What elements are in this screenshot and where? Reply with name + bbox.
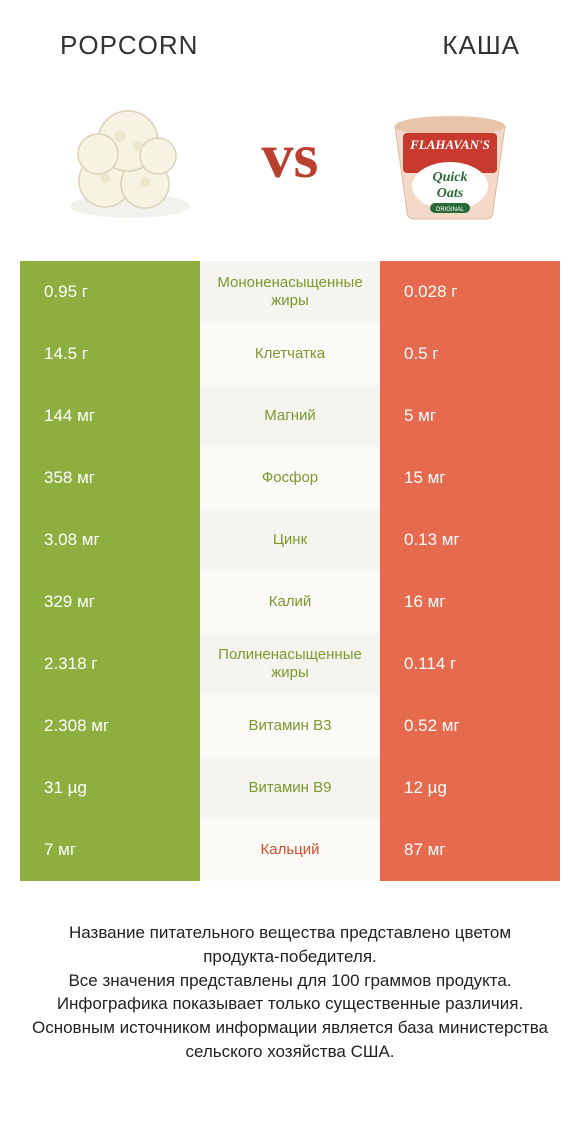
images-row: vs FLAHAVAN'S Quick Oats ORIGINAL: [0, 71, 580, 261]
left-value: 2.318 г: [20, 633, 200, 695]
popcorn-image: [40, 81, 220, 231]
left-value: 31 µg: [20, 757, 200, 819]
nutrient-name: Фосфор: [200, 447, 380, 509]
footer-line-3: Инфографика показывает только существенн…: [30, 992, 550, 1016]
nutrient-name: Витамин B9: [200, 757, 380, 819]
table-row: 358 мгФосфор15 мг: [20, 447, 560, 509]
svg-text:Oats: Oats: [437, 186, 464, 201]
table-row: 144 мгМагний5 мг: [20, 385, 560, 447]
footer-line-2: Все значения представлены для 100 граммо…: [30, 969, 550, 993]
table-row: 2.308 мгВитамин B30.52 мг: [20, 695, 560, 757]
nutrient-name: Калий: [200, 571, 380, 633]
right-value: 5 мг: [380, 385, 560, 447]
comparison-table: 0.95 гМононенасыщенные жиры0.028 г14.5 г…: [0, 261, 580, 881]
left-value: 0.95 г: [20, 261, 200, 323]
right-value: 0.028 г: [380, 261, 560, 323]
table-row: 329 мгКалий16 мг: [20, 571, 560, 633]
nutrient-name: Витамин B3: [200, 695, 380, 757]
left-value: 7 мг: [20, 819, 200, 881]
table-row: 14.5 гКлетчатка0.5 г: [20, 323, 560, 385]
right-value: 0.114 г: [380, 633, 560, 695]
vs-label: vs: [262, 119, 319, 193]
right-value: 0.5 г: [380, 323, 560, 385]
table-row: 0.95 гМононенасыщенные жиры0.028 г: [20, 261, 560, 323]
left-value: 2.308 мг: [20, 695, 200, 757]
nutrient-name: Мононенасыщенные жиры: [200, 261, 380, 323]
left-value: 14.5 г: [20, 323, 200, 385]
table-row: 3.08 мгЦинк0.13 мг: [20, 509, 560, 571]
right-value: 15 мг: [380, 447, 560, 509]
svg-text:FLAHAVAN'S: FLAHAVAN'S: [409, 137, 490, 152]
footer-line-4: Основным источником информации является …: [30, 1016, 550, 1064]
table-row: 31 µgВитамин B912 µg: [20, 757, 560, 819]
left-product-title: Popcorn: [60, 30, 198, 61]
nutrient-name: Полиненасыщенные жиры: [200, 633, 380, 695]
right-product-title: КАША: [442, 30, 520, 61]
nutrient-name: Цинк: [200, 509, 380, 571]
nutrient-name: Кальций: [200, 819, 380, 881]
table-row: 7 мгКальций87 мг: [20, 819, 560, 881]
right-value: 0.52 мг: [380, 695, 560, 757]
svg-text:ORIGINAL: ORIGINAL: [436, 207, 465, 213]
right-value: 87 мг: [380, 819, 560, 881]
left-value: 3.08 мг: [20, 509, 200, 571]
header: Popcorn КАША: [0, 0, 580, 71]
right-value: 16 мг: [380, 571, 560, 633]
footer-line-1: Название питательного вещества представл…: [30, 921, 550, 969]
nutrient-name: Магний: [200, 385, 380, 447]
nutrient-name: Клетчатка: [200, 323, 380, 385]
oats-image: FLAHAVAN'S Quick Oats ORIGINAL: [360, 81, 540, 231]
left-value: 358 мг: [20, 447, 200, 509]
right-value: 0.13 мг: [380, 509, 560, 571]
footer-notes: Название питательного вещества представл…: [0, 881, 580, 1064]
left-value: 144 мг: [20, 385, 200, 447]
left-value: 329 мг: [20, 571, 200, 633]
right-value: 12 µg: [380, 757, 560, 819]
table-row: 2.318 гПолиненасыщенные жиры0.114 г: [20, 633, 560, 695]
svg-text:Quick: Quick: [433, 170, 468, 185]
